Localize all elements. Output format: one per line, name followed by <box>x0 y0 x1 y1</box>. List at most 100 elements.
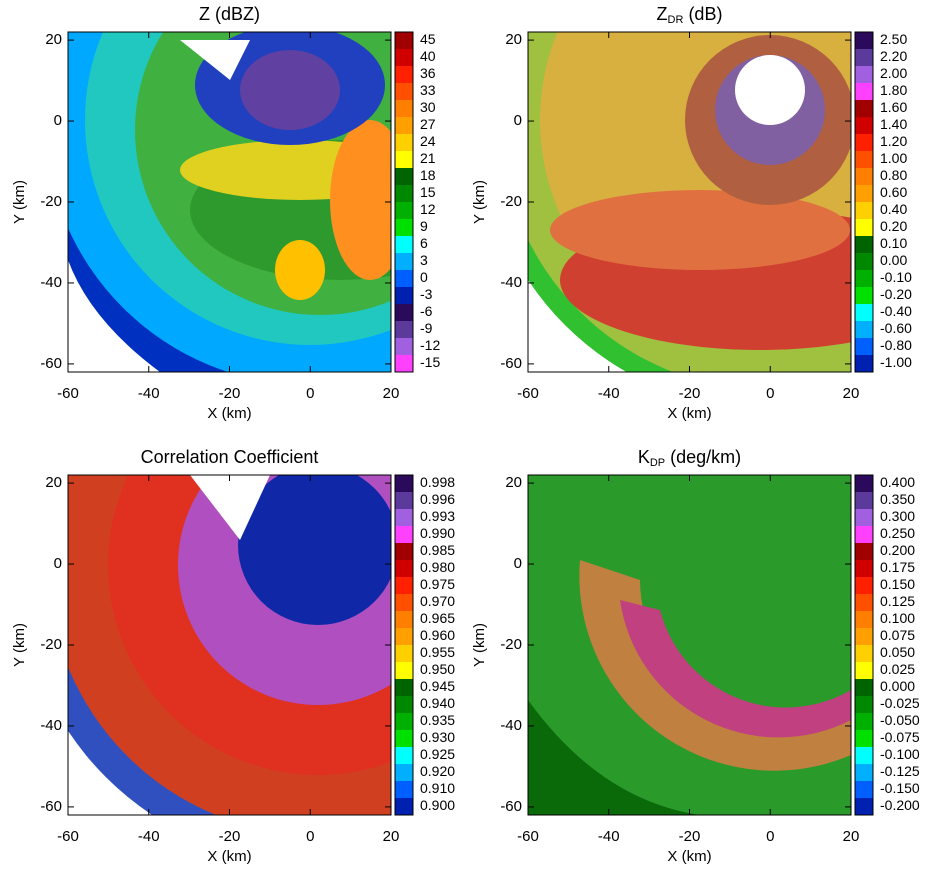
x-tick-label: -20 <box>219 385 241 402</box>
colorbar-box <box>855 355 873 372</box>
colorbar-label: 0.990 <box>420 525 455 541</box>
colorbar-box <box>855 662 873 679</box>
colorbar-label: -0.10 <box>880 269 912 285</box>
colorbar-box <box>395 151 413 168</box>
colorbar-box <box>395 236 413 253</box>
colorbar-label: 0.000 <box>880 678 915 694</box>
colorbar-box <box>855 628 873 645</box>
colorbar-box <box>855 645 873 662</box>
y-tick-label: 20 <box>505 474 522 491</box>
radar-field <box>528 32 851 372</box>
colorbar-box <box>395 611 413 628</box>
colorbar-label: 0.125 <box>880 593 915 609</box>
title-text: Correlation Coefficient <box>141 447 319 467</box>
x-tick-label: -60 <box>517 828 539 845</box>
panel-title: Z (dBZ) <box>199 4 260 24</box>
y-tick-label: 0 <box>54 112 62 129</box>
x-tick-label: -40 <box>138 385 160 402</box>
x-tick-label: 20 <box>843 828 860 845</box>
y-tick-label: -60 <box>40 355 62 372</box>
radar-field <box>528 475 851 815</box>
colorbar-label: 33 <box>420 82 436 98</box>
colorbar-label: 15 <box>420 184 436 200</box>
colorbar-box <box>855 764 873 781</box>
colorbar-box <box>395 304 413 321</box>
colorbar-box <box>855 168 873 185</box>
colorbar-label: -0.025 <box>880 695 920 711</box>
x-tick-label: -60 <box>57 828 79 845</box>
colorbar-label: 0.950 <box>420 661 455 677</box>
x-tick-label: -20 <box>219 828 241 845</box>
colorbar-label: -3 <box>420 286 433 302</box>
title-text: Z (dBZ) <box>199 4 260 24</box>
x-tick-label: -20 <box>679 385 701 402</box>
title-unit: (dB) <box>688 4 722 24</box>
colorbar-frame <box>854 474 874 816</box>
colorbar-box <box>855 100 873 117</box>
radar-field <box>68 475 391 815</box>
y-tick-label: 20 <box>45 31 62 48</box>
colorbar-label: 24 <box>420 133 436 149</box>
colorbar-box <box>395 730 413 747</box>
colorbar-label: 0.150 <box>880 576 915 592</box>
colorbar-label: -0.60 <box>880 320 912 336</box>
colorbar-box <box>855 475 873 492</box>
colorbar-box <box>855 798 873 815</box>
colorbar-label: 0.400 <box>880 474 915 490</box>
y-tick-label: -20 <box>500 636 522 653</box>
colorbar-label: 0.945 <box>420 678 455 694</box>
title-text: Z <box>657 4 668 24</box>
colorbar-box <box>855 611 873 628</box>
colorbar-box <box>395 185 413 202</box>
colorbar-label: -9 <box>420 320 433 336</box>
colorbar-label: 0.970 <box>420 593 455 609</box>
y-tick-label: -20 <box>40 636 62 653</box>
colorbar-box <box>395 764 413 781</box>
colorbar-label: 0.075 <box>880 627 915 643</box>
colorbar-box <box>855 338 873 355</box>
colorbar-label: -0.050 <box>880 712 920 728</box>
colorbar-box <box>855 151 873 168</box>
colorbar-label: 0.993 <box>420 508 455 524</box>
colorbar-box <box>395 594 413 611</box>
colorbar-label: 0.935 <box>420 712 455 728</box>
colorbar-box <box>395 747 413 764</box>
colorbar-label: 27 <box>420 116 436 132</box>
colorbar-box <box>855 713 873 730</box>
x-tick-label: 0 <box>306 828 314 845</box>
colorbar-box <box>855 509 873 526</box>
colorbar-label: -0.200 <box>880 797 920 813</box>
colorbar-label: 1.80 <box>880 82 907 98</box>
y-tick-label: -20 <box>40 193 62 210</box>
y-tick-label: 0 <box>514 555 522 572</box>
y-axis-label: Y (km) <box>11 623 28 667</box>
colorbar-label: -0.150 <box>880 780 920 796</box>
colorbar-label: 0.100 <box>880 610 915 626</box>
colorbar-box <box>395 83 413 100</box>
colorbar-box <box>395 100 413 117</box>
colorbar-box <box>395 202 413 219</box>
radar-field <box>68 32 391 372</box>
colorbar-label: 0.050 <box>880 644 915 660</box>
colorbar-label: 2.20 <box>880 48 907 64</box>
x-tick-label: 0 <box>766 385 774 402</box>
y-tick-label: 20 <box>505 31 522 48</box>
y-tick-label: -40 <box>40 717 62 734</box>
y-tick-label: 0 <box>514 112 522 129</box>
title-text: K <box>638 447 650 467</box>
title-subscript: DR <box>668 14 684 26</box>
y-tick-label: -60 <box>40 798 62 815</box>
colorbar-box <box>855 253 873 270</box>
colorbar-label: 0.910 <box>420 780 455 796</box>
y-tick-label: -40 <box>500 717 522 734</box>
colorbar-box <box>855 83 873 100</box>
colorbar-box <box>855 543 873 560</box>
colorbar-box <box>855 560 873 577</box>
colorbar-box <box>855 270 873 287</box>
colorbar-box <box>855 304 873 321</box>
colorbar-box <box>395 134 413 151</box>
colorbar-box <box>395 543 413 560</box>
colorbar-box <box>395 219 413 236</box>
colorbar-box <box>855 730 873 747</box>
